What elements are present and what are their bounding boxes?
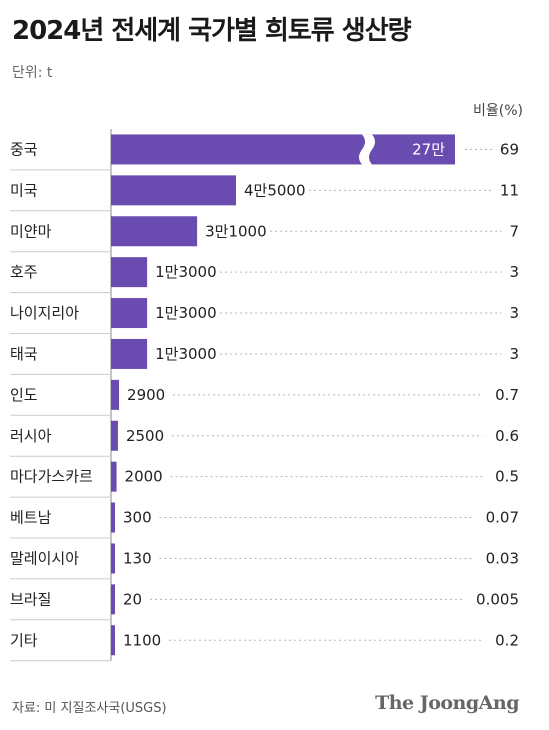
category-label: 러시아 (10, 427, 52, 445)
value-label: 1만3000 (155, 263, 217, 281)
value-label: 1만3000 (155, 304, 217, 322)
bar (111, 175, 236, 206)
category-label: 베트남 (10, 509, 52, 527)
bar (111, 216, 198, 247)
category-label: 말레이시아 (10, 549, 79, 567)
ratio-label: 69 (500, 140, 519, 158)
axis-break-mark (359, 134, 375, 165)
category-label: 인도 (10, 386, 38, 404)
ratio-label: 0.2 (495, 631, 519, 649)
ratio-label: 0.07 (486, 509, 519, 527)
bar (111, 461, 117, 492)
ratio-column-header: 비율(%) (473, 103, 523, 119)
unit-label: 단위: t (12, 65, 53, 81)
ratio-label: 0.7 (495, 386, 519, 404)
ratio-label: 3 (509, 345, 519, 363)
bar (111, 543, 115, 574)
value-label: 2000 (125, 468, 163, 486)
ratio-label: 3 (509, 263, 519, 281)
category-label: 호주 (10, 263, 38, 281)
category-label: 중국 (10, 140, 38, 158)
category-label: 기타 (10, 631, 38, 649)
ratio-label: 3 (509, 304, 519, 322)
ratio-label: 11 (500, 181, 519, 199)
value-label: 27만 (412, 140, 445, 158)
bar (111, 420, 118, 451)
value-label: 2900 (127, 386, 165, 404)
value-label: 3만1000 (205, 222, 267, 240)
value-label: 1100 (123, 631, 161, 649)
value-label: 300 (123, 509, 152, 527)
category-label: 브라질 (10, 590, 51, 608)
ratio-label: 0.6 (495, 427, 519, 445)
value-label: 2500 (126, 427, 164, 445)
brand-logo: The JoongAng (375, 692, 519, 714)
value-label: 4만5000 (244, 181, 306, 199)
ratio-label: 7 (509, 222, 519, 240)
chart-title: 2024년 전세계 국가별 희토류 생산량 (12, 16, 412, 46)
bar (111, 625, 115, 656)
category-label: 태국 (10, 345, 38, 363)
category-label: 미국 (10, 181, 38, 199)
bar (111, 502, 115, 533)
bar (111, 298, 148, 329)
source-note: 자료: 미 지질조사국(USGS) (12, 701, 167, 716)
category-label: 나이지리아 (10, 304, 79, 322)
category-label: 마다가스카르 (10, 468, 93, 486)
category-label: 미얀마 (10, 222, 52, 240)
bar (111, 257, 148, 288)
ratio-label: 0.5 (495, 468, 519, 486)
ratio-label: 0.03 (486, 549, 519, 567)
bar (111, 379, 120, 410)
value-label: 20 (123, 590, 142, 608)
bar (111, 134, 455, 165)
ratio-label: 0.005 (476, 590, 519, 608)
bar (111, 338, 148, 369)
value-label: 130 (123, 549, 152, 567)
value-label: 1만3000 (155, 345, 217, 363)
bar (111, 584, 115, 615)
